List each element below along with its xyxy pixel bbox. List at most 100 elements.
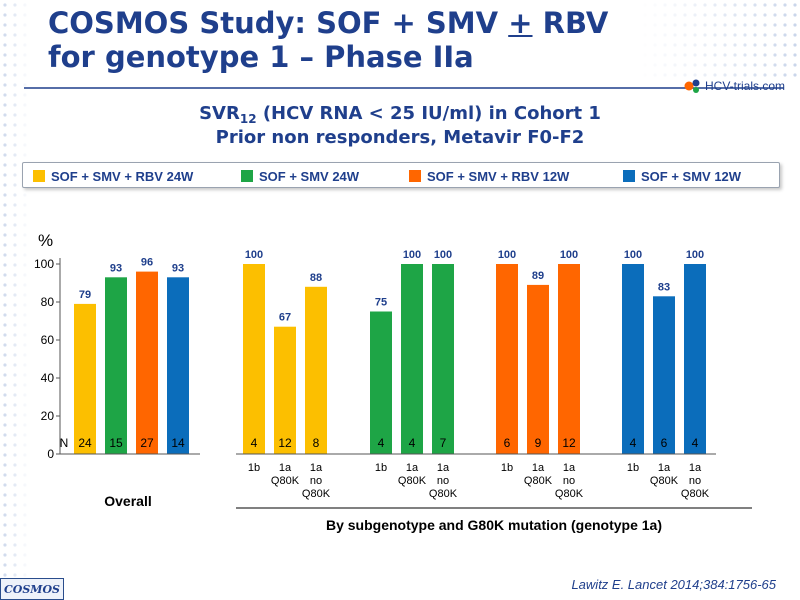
bar [432, 264, 454, 454]
category-label: Q80K [524, 475, 553, 487]
bar-n-label: 15 [109, 436, 123, 450]
category-label: 1b [627, 462, 639, 474]
bar-value-label: 67 [279, 312, 291, 324]
category-label: 1a [437, 462, 450, 474]
subtitle-text: (HCV RNA < 25 IU/ml) in Cohort 1 [256, 103, 601, 124]
legend-item-sof-smv-12w: SOF + SMV 12W [623, 167, 741, 185]
legend-swatch [409, 170, 421, 182]
bar-n-label: 4 [692, 436, 699, 450]
category-label: Q80K [398, 475, 427, 487]
legend-swatch [241, 170, 253, 182]
bar [558, 264, 580, 454]
bar-value-label: 79 [79, 289, 91, 301]
legend-item-sof-smv-rbv-12w: SOF + SMV + RBV 12W [409, 167, 569, 185]
category-label: 1b [501, 462, 513, 474]
bar-n-label: 4 [630, 436, 637, 450]
bar-n-label: 27 [140, 436, 154, 450]
category-label: 1a [563, 462, 576, 474]
bar-value-label: 88 [310, 272, 322, 284]
bar-value-label: 100 [434, 249, 452, 261]
bar [496, 264, 518, 454]
bar [167, 277, 189, 454]
legend-swatch [33, 170, 45, 182]
hcv-trials-logo-icon [684, 79, 700, 93]
subtitle-line-1: SVR12 (HCV RNA < 25 IU/ml) in Cohort 1 [0, 102, 800, 126]
cosmos-study-badge: COSMOS [0, 578, 64, 600]
bar-value-label: 75 [375, 297, 387, 309]
legend-label: SOF + SMV + RBV 24W [51, 168, 194, 184]
bar-n-label: 24 [78, 436, 92, 450]
legend-item-sof-smv-24w: SOF + SMV 24W [241, 167, 359, 185]
category-label: no [689, 475, 701, 487]
category-label: 1a [406, 462, 419, 474]
bar-n-label: 9 [535, 436, 542, 450]
chart-legend: SOF + SMV + RBV 24W SOF + SMV 24W SOF + … [22, 162, 780, 188]
bar-n-label: 4 [378, 436, 385, 450]
y-tick-label: 0 [47, 447, 54, 461]
y-tick-label: 60 [41, 333, 55, 347]
legend-label: SOF + SMV 24W [259, 168, 360, 184]
title-line-2: for genotype 1 – Phase IIa [48, 40, 474, 74]
category-label: no [310, 475, 322, 487]
legend-label: SOF + SMV + RBV 12W [427, 168, 570, 184]
bar [136, 271, 158, 454]
title-line-1: COSMOS Study: SOF + SMV + RBV [48, 6, 608, 40]
bar [622, 264, 644, 454]
bar [370, 311, 392, 454]
category-label: Q80K [429, 488, 458, 500]
bar-value-label: 100 [245, 249, 263, 261]
category-label: 1b [248, 462, 260, 474]
legend-swatch [623, 170, 635, 182]
title-text: COSMOS Study: SOF + SMV [48, 6, 509, 40]
category-label: no [437, 475, 449, 487]
n-row-label: N [60, 436, 69, 450]
citation: Lawitz E. Lancet 2014;384:1756-65 [571, 577, 776, 592]
category-label: 1a [279, 462, 292, 474]
bar-value-label: 100 [403, 249, 421, 261]
bar-n-label: 6 [661, 436, 668, 450]
category-label: 1a [310, 462, 323, 474]
bar-n-label: 14 [171, 436, 185, 450]
bar-value-label: 100 [498, 249, 516, 261]
bar-value-label: 93 [110, 262, 122, 274]
category-label: no [563, 475, 575, 487]
bar-value-label: 100 [560, 249, 578, 261]
hcv-trials-logo: HCV-trials.com [684, 76, 785, 96]
bar-n-label: 12 [562, 436, 576, 450]
category-label: Q80K [650, 475, 679, 487]
subtitle-line-2: Prior non responders, Metavir F0-F2 [215, 127, 585, 148]
bar-value-label: 93 [172, 262, 184, 274]
legend-item-sof-smv-rbv-24w: SOF + SMV + RBV 24W [33, 167, 193, 185]
bar-value-label: 89 [532, 270, 544, 282]
legend-label: SOF + SMV 12W [641, 168, 742, 184]
svr-label: SVR [199, 103, 240, 124]
bar [305, 286, 327, 454]
bar-n-label: 4 [409, 436, 416, 450]
overall-group-label: Overall [104, 493, 151, 509]
chart-subtitle: SVR12 (HCV RNA < 25 IU/ml) in Cohort 1 P… [0, 102, 800, 150]
bar [684, 264, 706, 454]
svr-subscript: 12 [239, 112, 257, 126]
bar [243, 264, 265, 454]
bar [74, 303, 96, 454]
logo-text: HCV-trials.com [705, 79, 786, 93]
category-label: Q80K [271, 475, 300, 487]
category-label: Q80K [681, 488, 710, 500]
bar-n-label: 12 [278, 436, 292, 450]
bar-n-label: 7 [440, 436, 447, 450]
bar-value-label: 96 [141, 257, 153, 269]
y-axis-unit: % [38, 231, 53, 250]
y-tick-label: 20 [41, 409, 55, 423]
category-label: Q80K [302, 488, 331, 500]
bar [527, 284, 549, 454]
y-tick-label: 40 [41, 371, 55, 385]
category-label: Q80K [555, 488, 584, 500]
bar [105, 277, 127, 454]
title-text-end: RBV [532, 6, 609, 40]
y-tick-label: 100 [34, 257, 54, 271]
title-underlined-plus: + [508, 6, 533, 40]
slide-title: COSMOS Study: SOF + SMV + RBV for genoty… [48, 6, 608, 74]
y-tick-label: 80 [41, 295, 55, 309]
